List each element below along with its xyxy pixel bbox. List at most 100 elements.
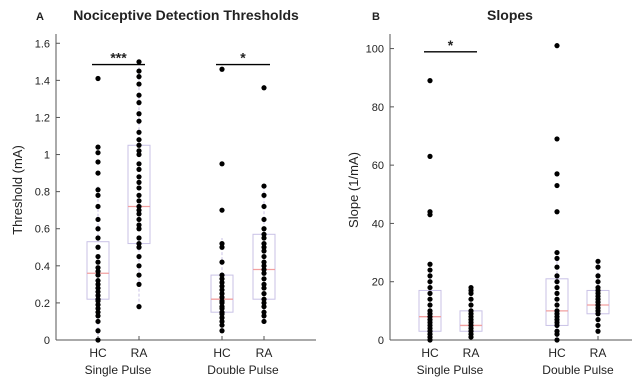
panel-a-data-point xyxy=(219,283,225,289)
panel-a-data-point xyxy=(261,300,267,306)
panel-a-data-point xyxy=(219,322,225,328)
panel-b-data-point xyxy=(427,290,433,296)
panel-a-data-point xyxy=(261,248,267,254)
panel-a-group-label-single: Single Pulse xyxy=(85,363,152,377)
panel-a-data-point xyxy=(95,318,101,325)
panel-a-data-point xyxy=(261,296,267,302)
panel-a-data-point xyxy=(95,302,101,308)
panel-a-data-point xyxy=(136,185,142,191)
panel-a: A Nociceptive Detection Thresholds Thres… xyxy=(10,7,316,377)
panel-a-data-point xyxy=(95,226,101,232)
panel-b-data-point xyxy=(427,302,433,308)
panel-b-data-point xyxy=(554,182,560,189)
panel-a-data-point xyxy=(136,100,142,106)
panel-a-data-point xyxy=(136,161,142,167)
panel-a-data-point xyxy=(219,244,225,250)
panel-a-data-point xyxy=(261,281,267,287)
panel-b-data-point xyxy=(468,302,474,308)
panel-b-plot-area: 0 20 40 60 80 100 * xyxy=(366,34,632,347)
panel-a-data-point xyxy=(136,272,142,278)
panel-a-data-point xyxy=(95,159,101,165)
panel-b-data-point xyxy=(427,279,433,285)
panel-b-data-point xyxy=(554,296,560,302)
panel-a-data-point xyxy=(95,265,101,271)
panel-a-data-point xyxy=(136,281,142,287)
panel-a-data-point xyxy=(261,226,267,232)
panel-a-data-point xyxy=(95,187,101,193)
panel-b-data-point xyxy=(554,290,560,296)
panel-a-data-point xyxy=(95,289,101,295)
panel-a-category-label-hc-single: HC xyxy=(89,346,107,360)
panel-a-data-point xyxy=(261,203,267,210)
panel-a-data-point xyxy=(136,148,142,154)
panel-b-category-label-hc-single: HC xyxy=(421,346,439,360)
panel-a-data-point xyxy=(261,183,267,189)
panel-b: B Slopes Slope (1/mA) 0 20 40 60 80 100 * HC R… xyxy=(346,7,632,377)
panel-b-data-point xyxy=(554,302,560,308)
panel-a-data-point xyxy=(219,66,225,72)
panel-b-category-label-hc-double: HC xyxy=(548,346,566,360)
panel-a-data-point xyxy=(136,304,142,310)
panel-b-data-point xyxy=(595,273,601,279)
panel-a-data-point xyxy=(219,161,225,167)
panel-a-data-point xyxy=(219,291,225,297)
panel-a-data-point xyxy=(95,192,101,198)
panel-b-data-point xyxy=(427,267,433,273)
panel-a-plot-area: 00.20.40.60.811.21.41.6*** * xyxy=(35,34,316,347)
panel-a-data-point xyxy=(136,174,142,180)
panel-b-data-point xyxy=(554,255,560,261)
panel-a-data-point xyxy=(219,276,225,282)
panel-b-y-axis-label: Slope (1/mA) xyxy=(346,152,361,228)
panel-a-data-point xyxy=(95,328,101,334)
panel-a-data-point xyxy=(219,318,225,325)
panel-a-y-tick-label: 0.4 xyxy=(35,261,50,273)
panel-a-y-tick-label: 0.6 xyxy=(35,224,50,236)
panel-a-y-tick-label: 1.2 xyxy=(35,112,50,124)
panel-a-data-point xyxy=(136,226,142,232)
panel-a-data-point xyxy=(219,279,225,286)
panel-a-data-point xyxy=(136,263,142,269)
panel-a-data-point xyxy=(261,263,267,269)
panel-a-data-point xyxy=(136,68,142,74)
panel-b-data-point xyxy=(468,308,474,314)
panel-a-data-point xyxy=(261,85,267,91)
panel-b-data-point xyxy=(427,78,433,84)
panel-a-data-point xyxy=(95,216,101,223)
panel-a-data-point xyxy=(136,179,142,185)
panel-a-data-point xyxy=(136,81,142,87)
panel-a-data-point xyxy=(136,207,142,213)
panel-b-data-point xyxy=(595,317,601,323)
panel-a-data-point xyxy=(136,74,142,80)
panel-a-data-point xyxy=(95,259,101,265)
panel-a-data-point xyxy=(95,170,101,176)
panel-a-group-label-double: Double Pulse xyxy=(207,363,279,377)
panel-a-data-point xyxy=(261,304,267,310)
panel-a-data-point xyxy=(136,111,142,117)
panel-a-data-point xyxy=(95,244,101,250)
panel-a-data-point xyxy=(136,222,142,228)
panel-a-data-point xyxy=(261,291,267,297)
panel-a-data-point xyxy=(95,285,101,291)
panel-b-significance-label: * xyxy=(448,37,454,53)
panel-a-title: Nociceptive Detection Thresholds xyxy=(73,7,299,23)
panel-a-y-axis-label: Threshold (mA) xyxy=(10,145,25,235)
panel-b-data-point xyxy=(595,322,601,329)
panel-a-data-point xyxy=(95,203,101,210)
panel-a-y-tick-label: 0.2 xyxy=(35,298,50,310)
panel-b-y-tick-label: 60 xyxy=(372,160,384,172)
panel-a-data-point xyxy=(136,244,142,250)
panel-a-data-point xyxy=(136,240,142,247)
panel-a-data-point xyxy=(95,309,101,315)
panel-a-data-point xyxy=(95,150,101,156)
panel-b-data-point xyxy=(554,264,560,270)
panel-a-data-point xyxy=(95,272,101,278)
panel-b-data-point xyxy=(554,284,560,291)
panel-a-data-point xyxy=(261,192,267,198)
panel-b-data-point xyxy=(595,258,601,264)
panel-a-data-point xyxy=(136,253,142,260)
panel-b-data-point xyxy=(427,261,433,267)
panel-a-data-point xyxy=(95,268,101,274)
panel-a-data-point xyxy=(261,216,267,223)
panel-a-data-point xyxy=(219,304,225,310)
